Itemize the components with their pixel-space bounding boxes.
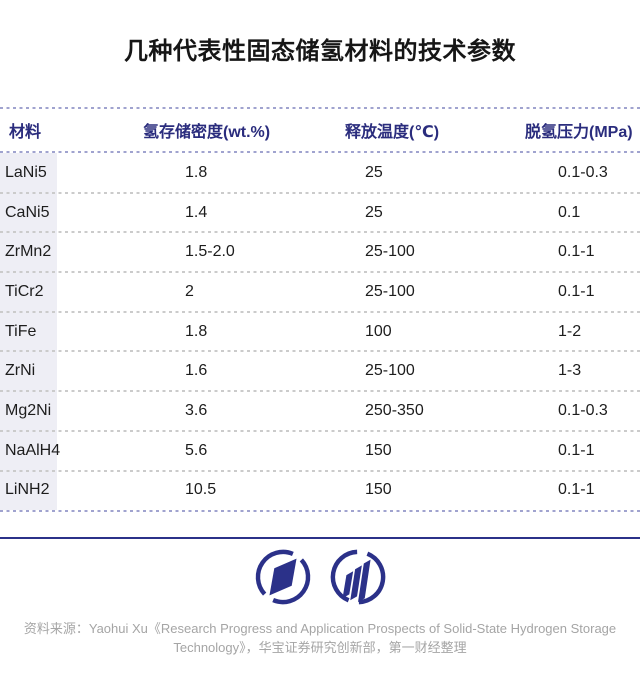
cell-temperature: 25-100 [365,362,415,380]
cell-density: 10.5 [185,481,217,499]
table-row: ZrMn2 1.5-2.0 25-100 0.1-1 [0,232,640,273]
column-header-temperature: 释放温度(℃) [345,124,440,141]
table-row: TiCr2 2 25-100 0.1-1 [0,272,640,313]
cell-density: 1.8 [185,163,208,181]
table-row: TiFe 1.8 100 1-2 [0,312,640,353]
cell-material: ZrMn2 [5,243,52,261]
chart-title: 几种代表性固态储氢材料的技术参数 [124,38,516,65]
cell-density: 2 [185,282,194,300]
table-top-border [0,107,640,109]
cell-density: 1.4 [185,203,208,221]
cell-pressure: 1-3 [558,362,582,380]
cell-material: ZrNi [5,362,36,380]
cell-material: NaAlH4 [5,441,61,459]
cell-pressure: 0.1-1 [558,243,595,261]
cell-temperature: 25-100 [365,282,415,300]
yicai-bars-logo-icon [330,549,385,605]
cell-material: CaNi5 [5,203,50,221]
cell-pressure: 0.1-1 [558,441,595,459]
cell-temperature: 100 [365,322,392,340]
cell-material: Mg2Ni [5,401,52,419]
cell-pressure: 0.1-1 [558,481,595,499]
cell-material: LiNH2 [5,481,50,499]
cell-density: 1.6 [185,362,208,380]
cell-temperature: 25 [365,163,383,181]
cell-pressure: 0.1-0.3 [558,401,608,419]
cell-temperature: 25 [365,203,383,221]
source-note-line1: 资料来源：Yaohui Xu《Research Progress and App… [23,621,617,637]
cell-temperature: 150 [365,481,392,499]
cell-density: 1.5-2.0 [185,243,235,261]
cell-pressure: 0.1-0.3 [558,163,608,181]
footer-divider [0,537,640,540]
table-row: NaAlH4 5.6 150 0.1-1 [0,431,640,472]
table-body: LaNi5 1.8 25 0.1-0.3 CaNi5 1.4 25 0.1 Zr… [0,153,640,511]
table-row: LaNi5 1.8 25 0.1-0.3 [0,153,640,194]
infographic-page: 几种代表性固态储氢材料的技术参数 材料 氢存储密度(wt.%) 释放温度(℃) … [0,36,640,693]
table-bottom-border [0,510,640,513]
cell-material: LaNi5 [5,163,47,181]
table-header-bottom-border [0,151,640,153]
table-row: CaNi5 1.4 25 0.1 [0,193,640,234]
column-header-material: 材料 [9,124,42,141]
source-note-line2: Technology》，华宝证券研究创新部，第一财经整理 [173,640,467,656]
cell-material: TiFe [5,322,37,340]
column-header-density: 氢存储密度(wt.%) [143,124,271,141]
column-header-pressure: 脱氢压力(MPa) [525,124,633,141]
cell-density: 5.6 [185,441,208,459]
table-row: Mg2Ni 3.6 250-350 0.1-0.3 [0,391,640,432]
cell-temperature: 250-350 [365,401,424,419]
cell-pressure: 0.1 [558,203,581,221]
source-note: 资料来源：Yaohui Xu《Research Progress and App… [0,619,640,657]
table-header-row: 材料 氢存储密度(wt.%) 释放温度(℃) 脱氢压力(MPa) [0,109,640,151]
cell-temperature: 25-100 [365,243,415,261]
cell-density: 3.6 [185,401,208,419]
data-table: 材料 氢存储密度(wt.%) 释放温度(℃) 脱氢压力(MPa) LaNi5 1… [0,107,640,513]
table-row: LiNH2 10.5 150 0.1-1 [0,471,640,511]
cell-temperature: 150 [365,441,392,459]
cell-pressure: 1-2 [558,322,582,340]
table-row: ZrNi 1.6 25-100 1-3 [0,351,640,392]
cell-pressure: 0.1-1 [558,282,595,300]
cell-material: TiCr2 [5,282,44,300]
cell-density: 1.8 [185,322,208,340]
publisher-logos [0,548,640,606]
yicai-parallelogram-logo-icon [255,549,310,605]
